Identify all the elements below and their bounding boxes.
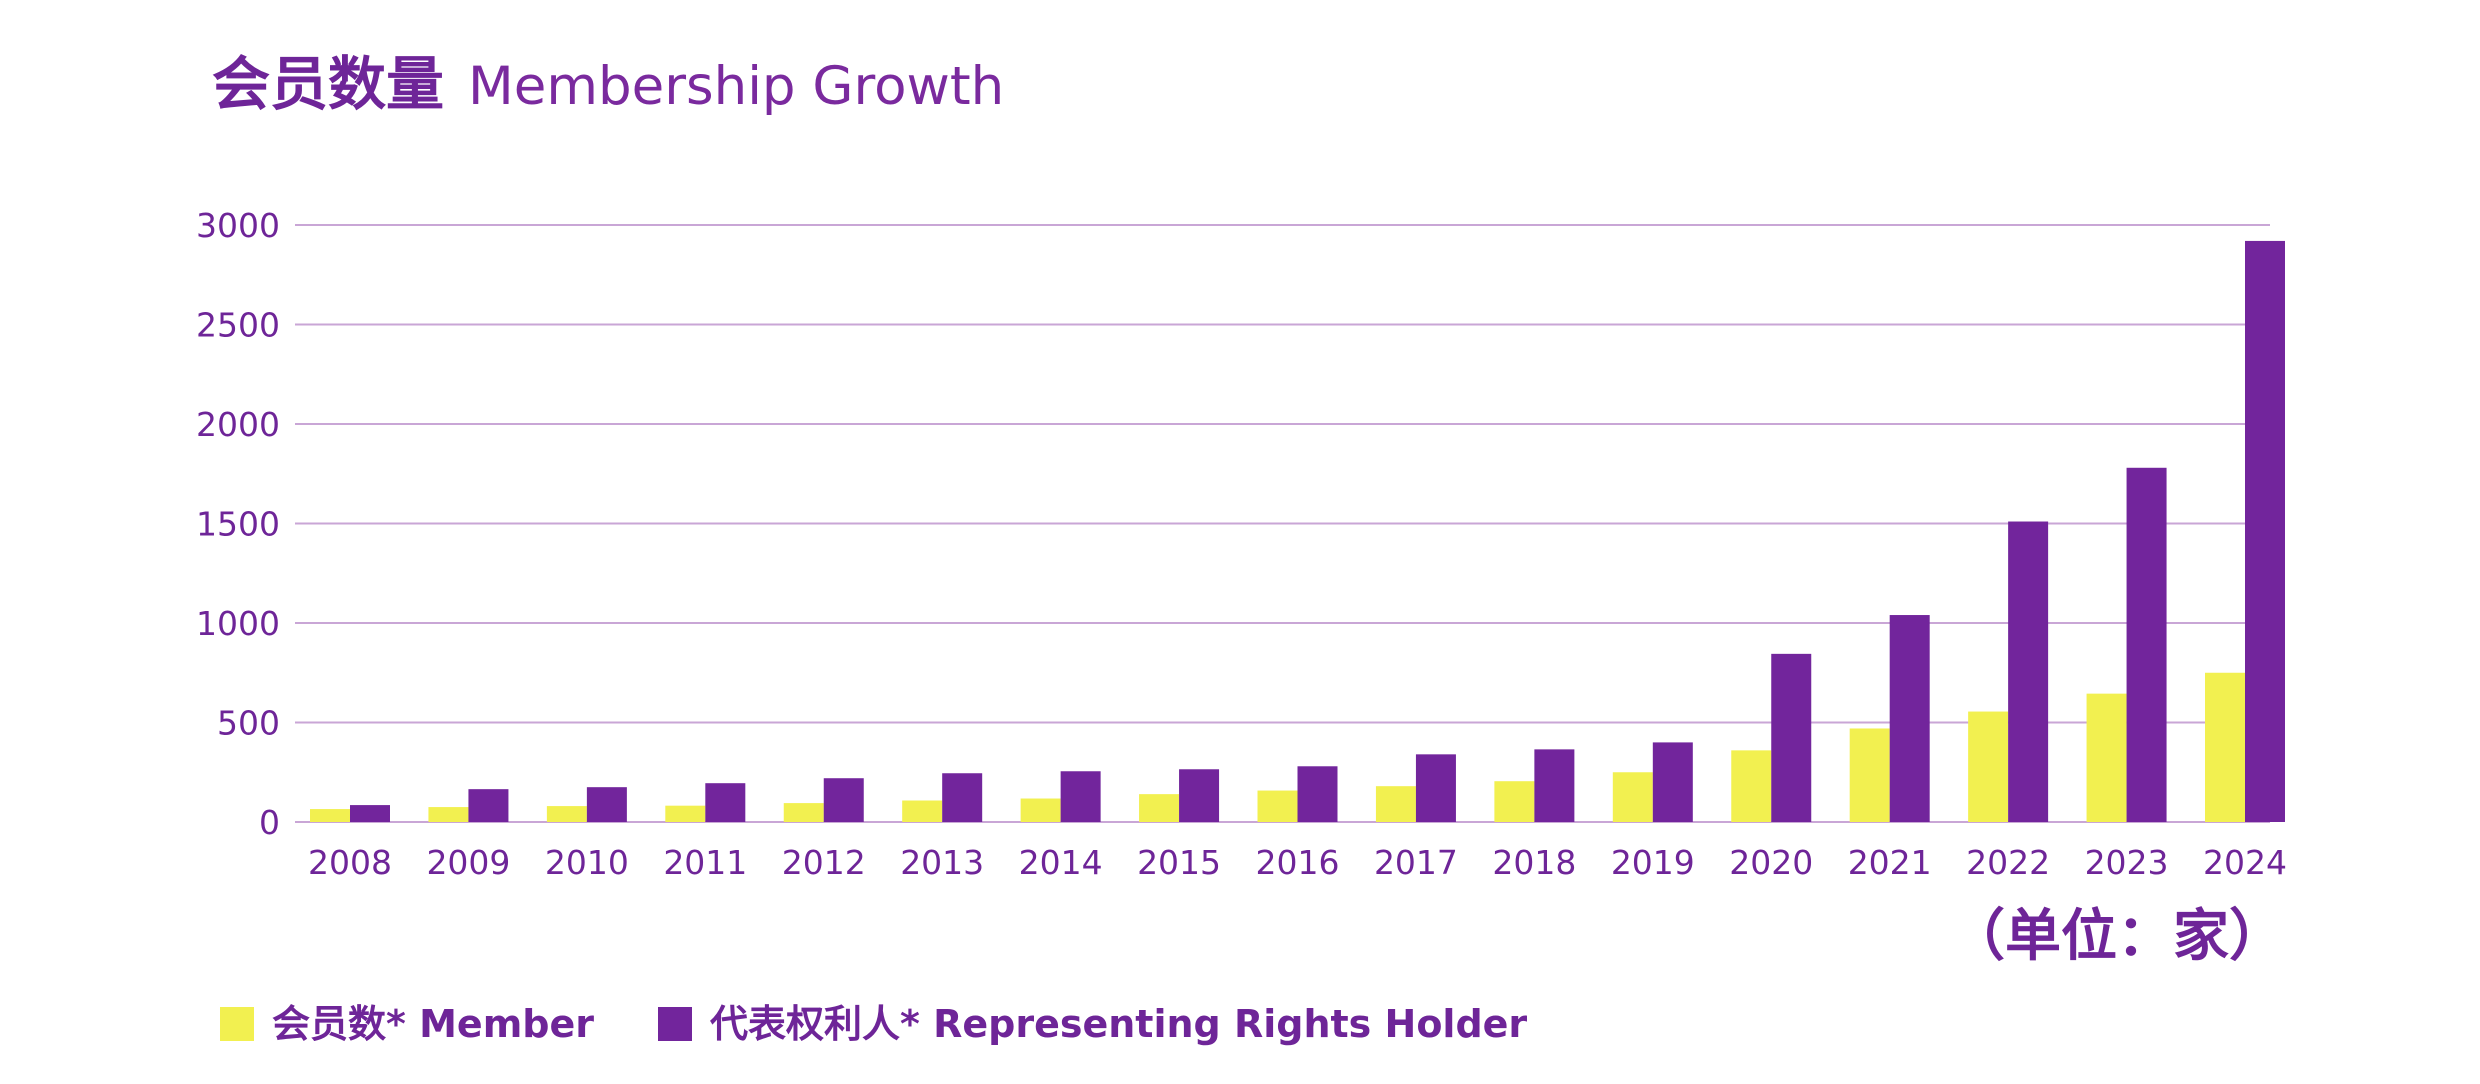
x-tick-label: 2021 xyxy=(1848,843,1932,882)
bar-representing xyxy=(823,778,864,822)
bar-member xyxy=(1849,728,1890,822)
x-tick-label: 2013 xyxy=(900,843,984,882)
legend-label-representing: 代表权利人* Representing Rights Holder xyxy=(710,1002,1527,1046)
bar-representing xyxy=(2126,467,2167,822)
bar-member xyxy=(1968,711,2009,822)
x-tick-label: 2020 xyxy=(1729,843,1813,882)
x-tick-label: 2017 xyxy=(1374,843,1458,882)
legend-swatch-member xyxy=(220,1007,254,1041)
x-tick-label: 2014 xyxy=(1019,843,1103,882)
bar-representing xyxy=(942,773,983,822)
x-tick-label: 2016 xyxy=(1256,843,1340,882)
y-tick-label: 2000 xyxy=(196,405,280,444)
chart-title: 会员数量 xyxy=(212,50,444,118)
bar-member xyxy=(783,803,824,822)
bar-representing xyxy=(1889,615,1930,822)
bar-member xyxy=(1139,794,1180,822)
bars xyxy=(310,240,2285,823)
x-tick-label: 2015 xyxy=(1137,843,1221,882)
bar-member xyxy=(428,807,469,822)
bar-representing xyxy=(586,787,627,822)
bar-member xyxy=(1612,772,1653,822)
bar-representing xyxy=(2008,521,2049,822)
bar-member xyxy=(902,800,943,822)
bar-member xyxy=(546,806,587,822)
x-tick-label: 2024 xyxy=(2203,843,2287,882)
bar-member xyxy=(2086,693,2127,822)
bar-member xyxy=(1020,798,1061,822)
chart-subtitle: Membership Growth xyxy=(468,56,1004,117)
grid-lines xyxy=(295,224,2270,823)
bar-representing xyxy=(350,805,390,822)
bar-representing xyxy=(1771,653,1812,822)
bar-member xyxy=(1731,750,1772,822)
bar-representing xyxy=(1060,771,1101,822)
y-tick-label: 1000 xyxy=(196,604,280,643)
y-tick-label: 1500 xyxy=(196,505,280,544)
bar-representing xyxy=(1415,754,1456,822)
bar-member xyxy=(1257,790,1298,822)
legend: 会员数* Member 代表权利人* Representing Rights H… xyxy=(220,1002,1527,1046)
x-tick-label: 2012 xyxy=(782,843,866,882)
bar-representing xyxy=(705,783,746,822)
x-tick-label: 2023 xyxy=(2085,843,2169,882)
x-tick-label: 2008 xyxy=(308,843,392,882)
x-tick-label: 2019 xyxy=(1611,843,1695,882)
x-tick-label: 2022 xyxy=(1966,843,2050,882)
y-tick-label: 0 xyxy=(259,803,280,842)
x-axis-ticks: 2008 2009 2010 2011 2012 2013 2014 2015 2016 2017… xyxy=(308,843,2287,882)
y-tick-label: 3000 xyxy=(196,206,280,245)
x-tick-label: 2018 xyxy=(1492,843,1576,882)
x-tick-label: 2009 xyxy=(426,843,510,882)
x-tick-label: 2011 xyxy=(663,843,747,882)
bar-member xyxy=(2205,672,2245,822)
bar-member xyxy=(1375,786,1416,822)
bar-representing xyxy=(1179,769,1220,822)
legend-label-member: 会员数* Member xyxy=(272,1002,594,1046)
y-tick-label: 2500 xyxy=(196,306,280,345)
bar-member xyxy=(665,805,706,822)
legend-swatch-representing xyxy=(658,1007,692,1041)
unit-label: （单位：家） xyxy=(1949,904,2285,969)
bar-representing xyxy=(1652,742,1693,822)
bar-representing xyxy=(2245,240,2285,823)
bar-member xyxy=(310,809,350,822)
bar-representing xyxy=(1534,749,1575,822)
x-tick-label: 2010 xyxy=(545,843,629,882)
bar-member xyxy=(1494,781,1535,822)
bar-representing xyxy=(468,789,509,822)
y-tick-label: 500 xyxy=(217,704,280,743)
bar-representing xyxy=(1297,766,1338,822)
y-axis-ticks: 0 500 1000 1500 2000 2500 3000 xyxy=(196,206,280,842)
